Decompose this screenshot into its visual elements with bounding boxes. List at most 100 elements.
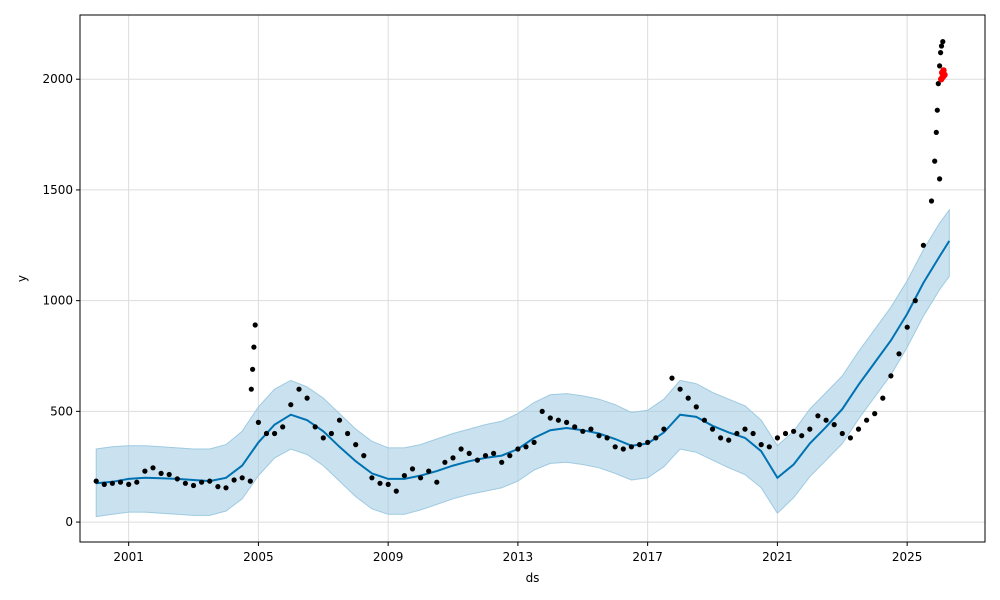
observed-point: [750, 430, 756, 437]
observed-point: [888, 373, 894, 379]
observed-point: [442, 459, 448, 465]
observed-point: [252, 322, 258, 328]
observed-point: [620, 446, 626, 452]
observed-point: [231, 477, 237, 483]
observed-point: [774, 435, 781, 441]
observed-point: [815, 413, 821, 419]
y-tick-label: 1500: [42, 183, 73, 197]
observed-point: [539, 408, 545, 414]
observed-point: [250, 366, 256, 372]
observed-point: [588, 426, 594, 432]
observed-point: [450, 455, 456, 461]
observed-point: [547, 415, 553, 421]
observed-point: [653, 435, 659, 441]
observed-point: [345, 430, 351, 437]
observed-point: [499, 459, 505, 465]
observed-point: [166, 471, 172, 478]
observed-point: [134, 479, 140, 485]
observed-point: [418, 475, 424, 481]
observed-point: [174, 476, 180, 482]
highlight-point: [941, 71, 948, 79]
observed-point: [466, 450, 472, 456]
observed-point: [596, 433, 602, 439]
observed-point: [782, 430, 789, 437]
x-tick-label: 2001: [113, 550, 144, 564]
x-tick-label: 2021: [762, 550, 793, 564]
observed-point: [693, 404, 699, 410]
observed-point: [361, 453, 367, 459]
observed-point: [685, 395, 691, 401]
x-tick-label: 2005: [243, 550, 274, 564]
observed-point: [304, 395, 310, 401]
observed-point: [272, 430, 278, 437]
observed-point: [823, 417, 829, 423]
x-tick-label: 2025: [892, 550, 923, 564]
observed-point: [645, 439, 651, 445]
observed-point: [515, 446, 521, 452]
observed-point: [385, 481, 391, 487]
observed-point: [628, 444, 635, 450]
observed-point: [709, 426, 716, 432]
observed-point: [353, 442, 359, 448]
observed-point: [482, 453, 489, 459]
observed-point: [336, 417, 343, 423]
x-tick-label: 2013: [503, 550, 534, 564]
observed-point: [831, 422, 837, 428]
observed-point: [458, 446, 464, 452]
observed-point: [426, 468, 432, 474]
y-tick-label: 500: [50, 404, 73, 418]
highlighted-points: [938, 67, 948, 83]
observed-point: [938, 43, 945, 49]
observed-point: [409, 466, 416, 472]
observed-point: [872, 411, 878, 417]
observed-point: [839, 430, 845, 437]
observed-point: [93, 478, 99, 484]
observed-point: [766, 444, 772, 450]
observed-point: [928, 198, 935, 204]
observed-point: [369, 475, 375, 481]
observed-point: [932, 158, 938, 164]
y-tick-label: 2000: [42, 72, 73, 86]
observed-point: [150, 465, 156, 471]
observed-point: [320, 435, 326, 441]
observed-point: [280, 424, 286, 430]
observed-point: [934, 107, 940, 113]
observed-point: [182, 480, 188, 486]
observed-point: [312, 424, 318, 430]
observed-point: [807, 426, 813, 432]
observed-point: [937, 176, 943, 182]
y-tick-label: 0: [65, 515, 73, 529]
observed-point: [199, 479, 205, 485]
observed-point: [247, 478, 253, 484]
observed-point: [734, 430, 740, 437]
observed-point: [912, 298, 918, 304]
y-axis: 0 500 1000 1500 2000: [42, 72, 80, 529]
x-axis: 2001 2005 2009 2013 2017 2021 2025: [113, 542, 922, 564]
observed-point: [215, 484, 221, 490]
observed-point: [701, 417, 708, 423]
observed-point: [661, 426, 667, 432]
x-tick-label: 2009: [373, 550, 404, 564]
observed-point: [101, 481, 107, 487]
observed-point: [142, 468, 148, 474]
observed-point: [328, 430, 334, 437]
observed-point: [523, 444, 529, 450]
observed-point: [296, 386, 302, 392]
observed-point: [937, 63, 943, 69]
observed-point: [636, 442, 643, 448]
observed-point: [799, 433, 805, 439]
observed-point: [251, 344, 257, 350]
observed-point: [491, 450, 497, 456]
observed-point: [531, 439, 537, 445]
observed-point: [474, 457, 480, 463]
observed-point: [263, 430, 270, 437]
forecast-line: [96, 240, 951, 485]
observed-point: [855, 426, 862, 432]
observed-point: [791, 428, 797, 434]
observed-point: [938, 50, 944, 56]
observed-point: [847, 435, 854, 441]
x-tick-label: 2017: [632, 550, 663, 564]
observed-point: [935, 81, 941, 87]
y-axis-label: y: [15, 275, 29, 282]
